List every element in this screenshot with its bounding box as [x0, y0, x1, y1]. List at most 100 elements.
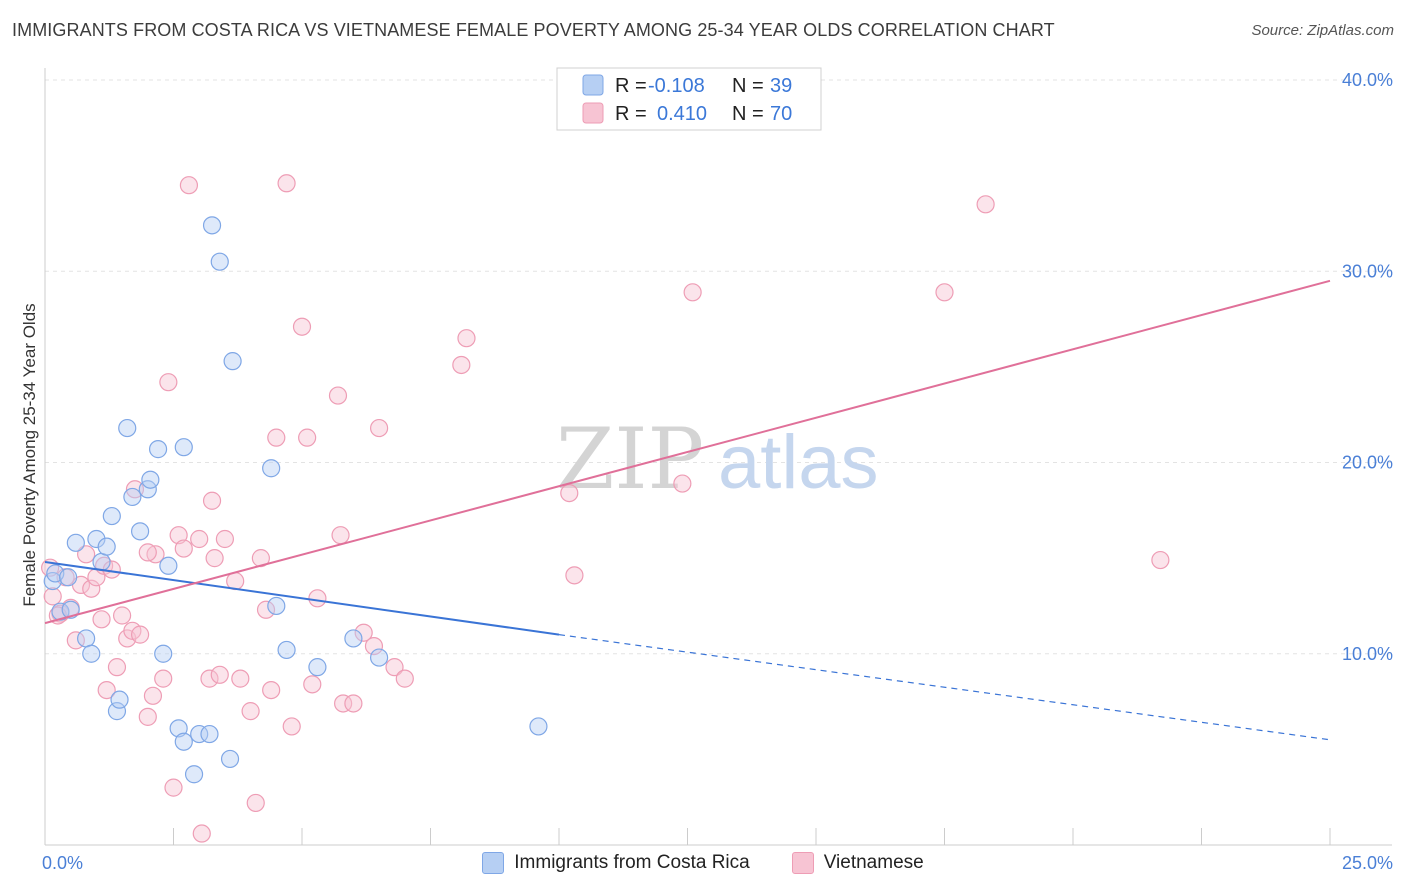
vietnamese-point — [565, 566, 584, 585]
costa-rica-point — [92, 552, 111, 572]
costa-rica-point — [210, 252, 229, 271]
vietnamese-point — [256, 600, 276, 619]
vietnamese-point — [331, 526, 350, 545]
bottom-legend-costa-rica: Immigrants from Costa Rica — [482, 852, 750, 874]
vietnamese-point — [92, 610, 111, 629]
costa-rica-point — [102, 506, 121, 526]
vietnamese-point — [138, 543, 157, 562]
legend-swatch-vietnamese — [582, 102, 604, 124]
vietnamese-point — [328, 386, 348, 405]
costa-rica-point — [200, 724, 219, 744]
vietnamese-point — [164, 778, 183, 797]
costa-rica-point — [202, 216, 222, 235]
costa-rica-point — [107, 702, 127, 721]
vietnamese-point — [215, 529, 234, 549]
vietnamese-point — [334, 694, 353, 713]
costa-rica-point — [123, 487, 142, 507]
costa-rica-point — [277, 640, 296, 660]
tick-labels: 10.0% 20.0% 30.0% 40.0% 0.0% 25.0% — [42, 70, 1393, 873]
vietnamese-label: Vietnamese — [823, 852, 924, 873]
vietnamese-point — [303, 675, 322, 694]
costa-rica-point — [174, 732, 193, 751]
vietnamese-point — [97, 680, 116, 700]
chart-title: IMMIGRANTS FROM COSTA RICA VS VIETNAMESE… — [12, 20, 1055, 40]
costa-rica-swatch — [482, 852, 505, 874]
costa-rica-point — [184, 765, 204, 784]
costa-rica-point — [110, 690, 129, 709]
vietnamese-point — [143, 686, 163, 705]
legend-r-value-2: 0.410 — [657, 103, 707, 125]
legend: R = -0.108 N = 39 R = 0.410 N = 70 — [556, 67, 822, 131]
vietnamese-point — [292, 317, 312, 336]
vietnamese-point — [364, 636, 384, 656]
costa-rica-point — [267, 596, 286, 616]
vietnamese-point — [159, 373, 178, 392]
vietnamese-point — [354, 623, 373, 642]
vietnamese-point — [385, 658, 404, 677]
costa-rica-point — [77, 629, 96, 648]
costa-rica-point — [169, 719, 188, 738]
bottom-legend-vietnamese: Vietnamese — [791, 852, 924, 874]
costa-rica-point — [59, 568, 78, 587]
vietnamese-swatch — [791, 852, 814, 874]
costa-rica-point — [66, 533, 85, 552]
y-tick-label: 30.0% — [1342, 261, 1393, 281]
vietnamese-point — [202, 491, 222, 510]
vietnamese-point — [935, 283, 954, 302]
vietnamese-point — [107, 658, 127, 677]
x-tick-label: 25.0% — [1342, 853, 1393, 873]
vietnamese-point — [673, 474, 692, 493]
vietnamese-point — [130, 625, 150, 644]
vietnamese-point — [262, 680, 281, 700]
bottom-legend: Immigrants from Costa Rica Vietnamese — [0, 852, 1406, 874]
costa-rica-point — [130, 522, 150, 541]
vietnamese-point — [298, 428, 317, 447]
grid-lines — [45, 79, 1392, 655]
costa-rica-point — [529, 717, 548, 736]
vietnamese-trend-line — [44, 279, 1331, 625]
legend-swatch-costa-rica — [582, 74, 604, 96]
costa-rica-point — [370, 648, 389, 667]
costa-rica-trend-dashed — [558, 634, 1331, 741]
costa-rica-points — [43, 216, 548, 784]
vietnamese-point — [344, 694, 363, 713]
costa-rica-trend-line — [44, 560, 560, 636]
vietnamese-point — [190, 529, 209, 549]
vietnamese-point — [210, 665, 229, 684]
costa-rica-point — [262, 459, 281, 478]
y-tick-label: 40.0% — [1342, 70, 1393, 90]
costa-rica-point — [344, 629, 363, 648]
y-tick-label: 20.0% — [1342, 453, 1393, 473]
vietnamese-point — [205, 549, 224, 568]
legend-r-label-2: R = — [615, 103, 647, 125]
vietnamese-point — [43, 587, 62, 606]
vietnamese-points — [41, 174, 1170, 843]
costa-rica-label: Immigrants from Costa Rica — [514, 852, 750, 873]
costa-rica-point — [154, 644, 173, 663]
vietnamese-point — [174, 539, 193, 558]
vietnamese-point — [138, 707, 157, 726]
legend-r-value-1: -0.108 — [648, 75, 705, 97]
vietnamese-point — [267, 428, 286, 447]
costa-rica-point — [159, 556, 178, 575]
vietnamese-point — [112, 606, 132, 625]
vietnamese-point — [395, 669, 414, 688]
vietnamese-point — [200, 669, 219, 688]
source-label: Source: ZipAtlas.com — [1251, 22, 1394, 39]
costa-rica-point — [82, 644, 101, 663]
vietnamese-point — [560, 484, 579, 503]
vietnamese-point — [82, 579, 101, 598]
legend-r-label-1: R = — [615, 75, 647, 97]
vietnamese-point — [308, 589, 327, 608]
vietnamese-point — [231, 669, 250, 688]
costa-rica-point — [223, 352, 242, 371]
vietnamese-point — [246, 793, 265, 813]
vietnamese-point — [976, 195, 995, 214]
vietnamese-point — [179, 176, 199, 195]
costa-rica-point — [97, 537, 116, 556]
vietnamese-point — [683, 283, 702, 302]
y-axis-title: Female Poverty Among 25-34 Year Olds — [20, 303, 39, 606]
costa-rica-point — [174, 438, 193, 457]
legend-n-value-2: 70 — [770, 103, 792, 125]
